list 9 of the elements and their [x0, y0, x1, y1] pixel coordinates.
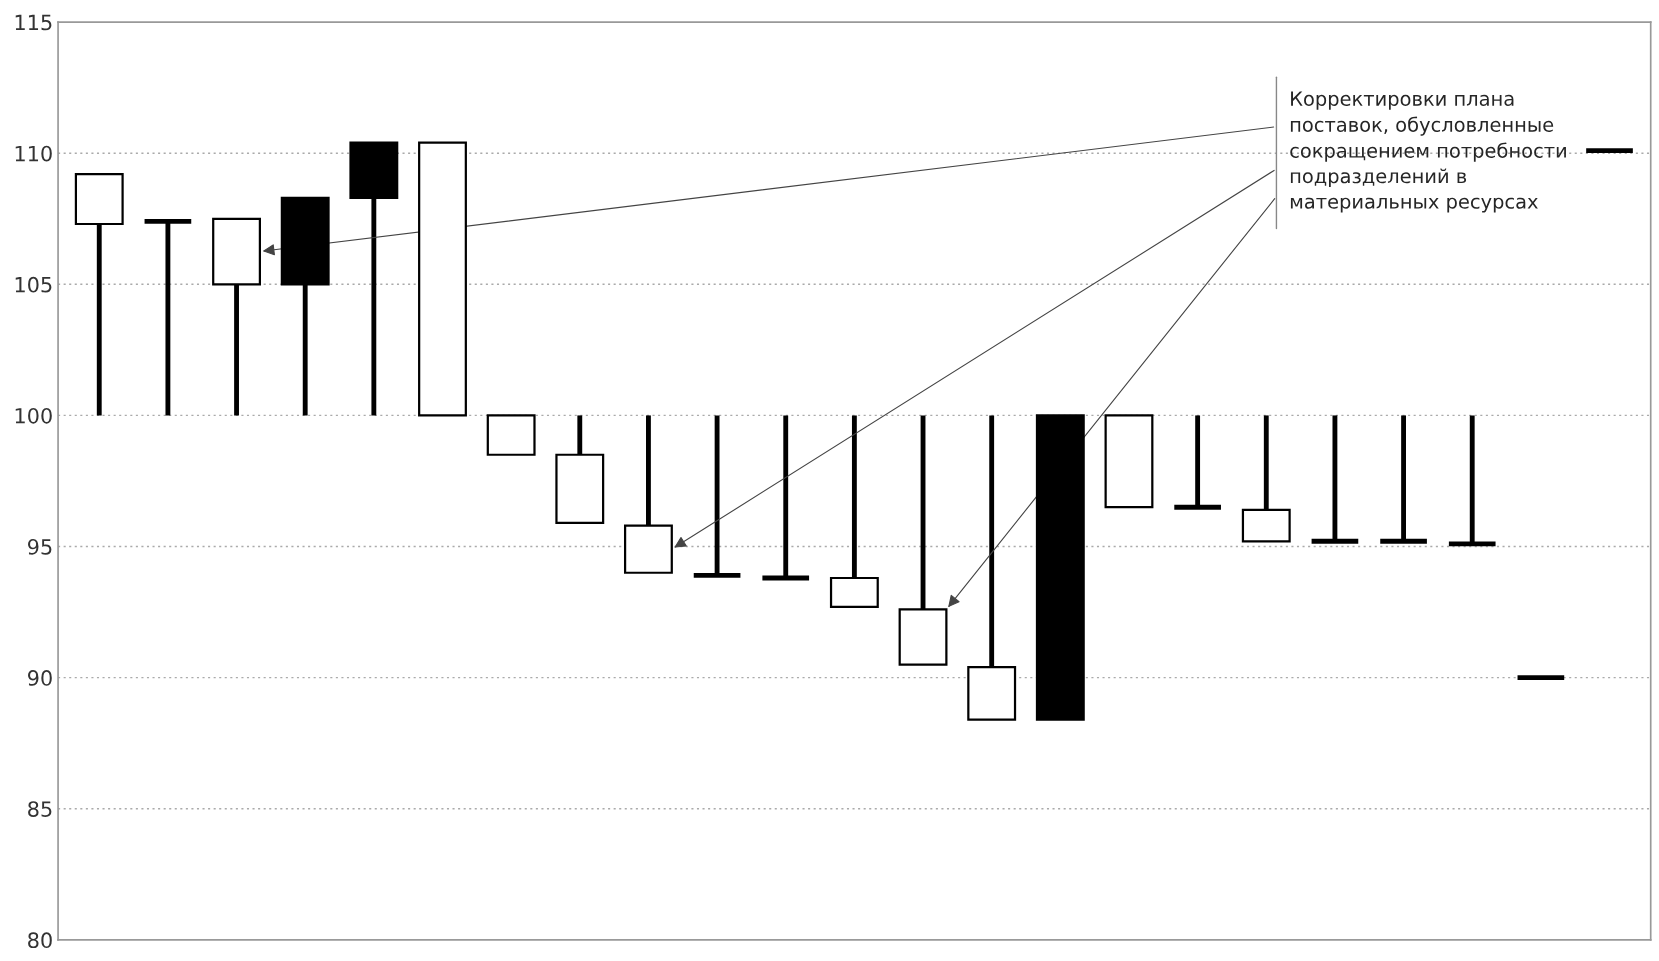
y-tick-label: 105 — [15, 276, 52, 293]
y-tick-label: 85 — [28, 801, 52, 817]
y-tick-label: 90 — [28, 670, 52, 686]
y-tick-label: 110 — [15, 145, 52, 162]
y-tick-label: 100 — [15, 407, 52, 424]
y-tick-label: 115 — [15, 14, 52, 31]
y-tick-label: 95 — [28, 538, 52, 555]
annotation: Корректировки плана поставок, обусловленные сокращением потребности подразделений в материальных ресурсах — [1290, 91, 1566, 213]
y-tick-label: 80 — [28, 932, 52, 949]
